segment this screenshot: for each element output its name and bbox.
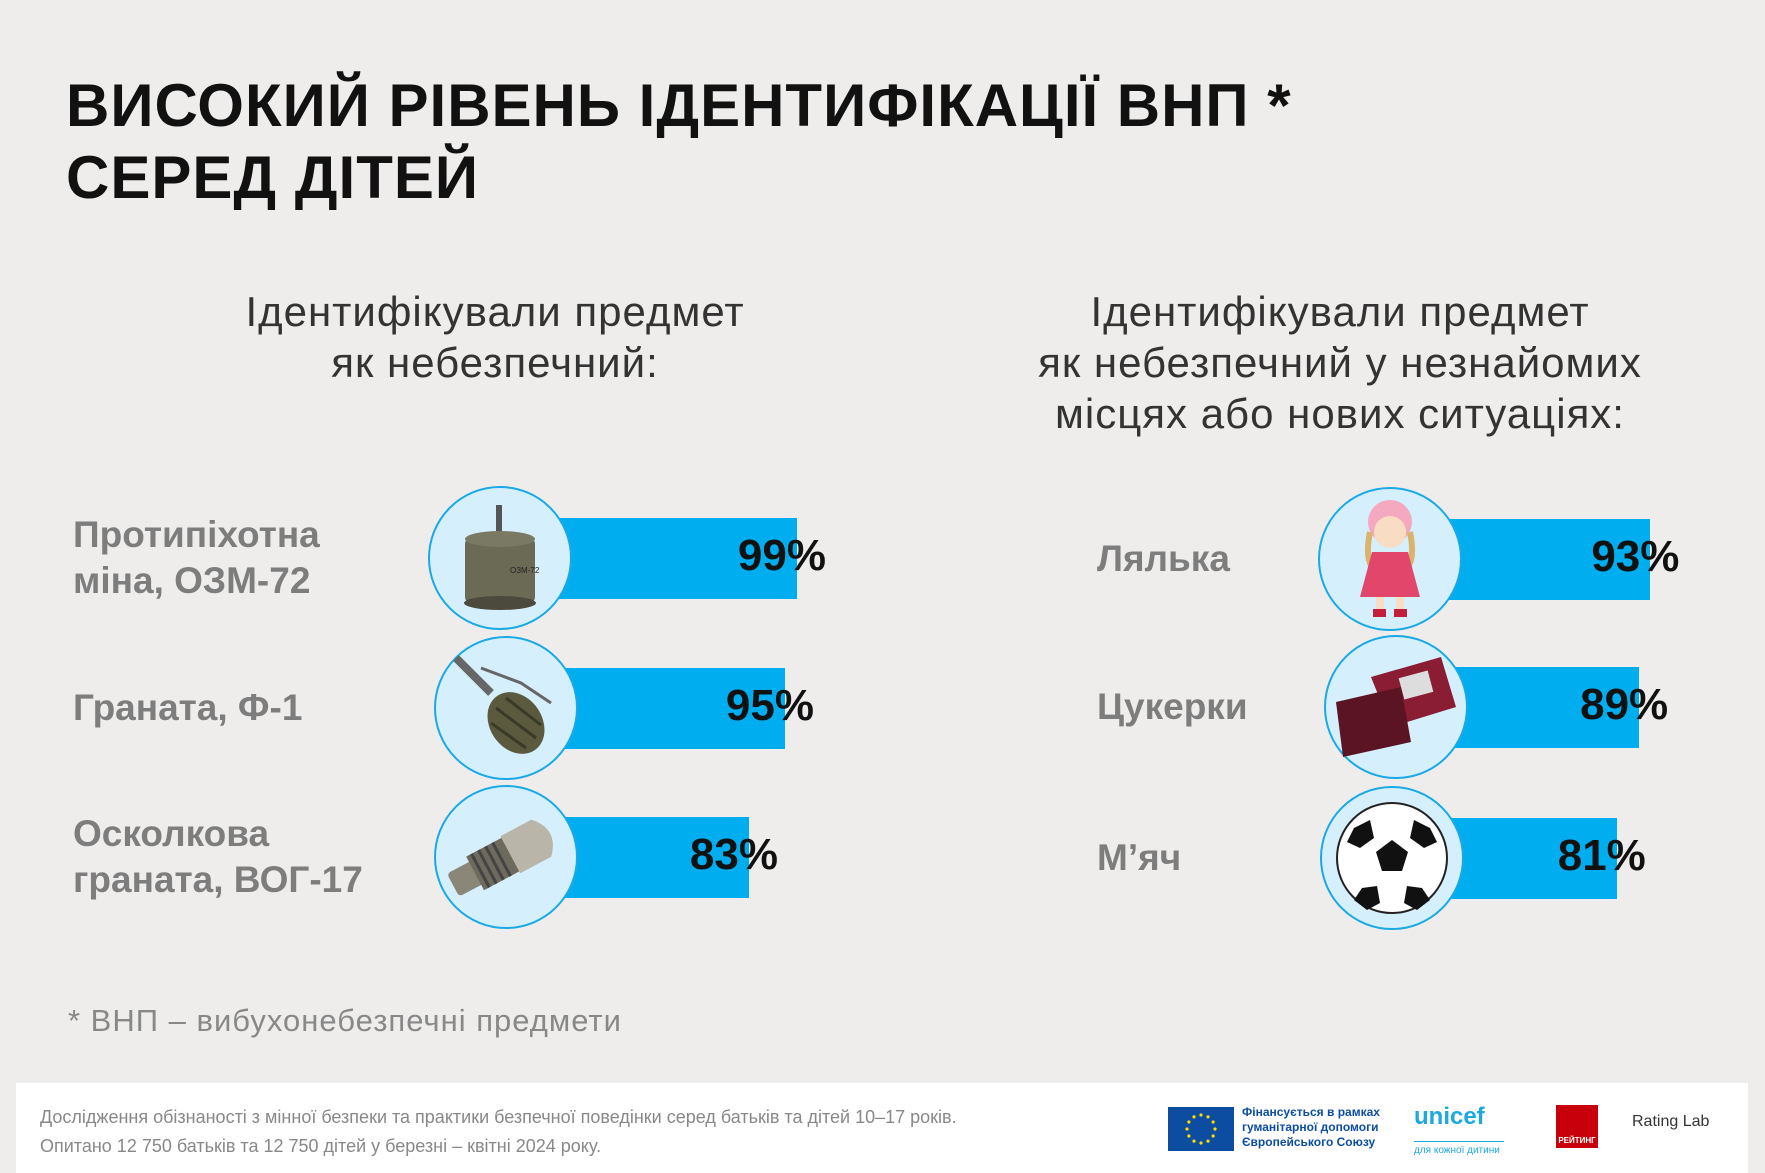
unicef-logo: unicef xyxy=(1414,1103,1485,1130)
label-line: міна, ОЗМ-72 xyxy=(73,560,311,601)
category-label: Протипіхотна міна, ОЗМ-72 xyxy=(73,512,320,604)
svg-text:ОЗМ-72: ОЗМ-72 xyxy=(510,566,540,575)
rating-lab-logo: Rating Lab xyxy=(1632,1113,1710,1130)
title-line: Ідентифікували предмет xyxy=(245,288,745,335)
soccer-ball-icon xyxy=(1320,786,1464,930)
landmine-icon: ОЗМ-72 xyxy=(428,486,572,630)
eu-funding-text: Фінансується в рамках гуманітарної допомо… xyxy=(1242,1105,1380,1150)
title-line: як небезпечний у незнайомих xyxy=(1038,339,1642,386)
eu-line: гуманітарної допомоги xyxy=(1242,1120,1379,1134)
label-line: Граната, Ф-1 xyxy=(73,687,303,728)
data-label: 89% xyxy=(1580,680,1669,729)
page-title: ВИСОКИЙ РІВЕНЬ ІДЕНТИФІКАЦІЇ ВНП * СЕРЕД … xyxy=(66,70,1292,214)
label-line: Цукерки xyxy=(1097,686,1248,727)
doll-icon xyxy=(1318,487,1462,631)
data-label: 99% xyxy=(737,531,826,580)
category-label: Граната, Ф-1 xyxy=(73,685,302,731)
category-label: Цукерки xyxy=(1097,684,1248,730)
category-label: Лялька xyxy=(1097,536,1230,582)
footer-line: Опитано 12 750 батьків та 12 750 дітей у… xyxy=(40,1136,602,1156)
rating-logo: РЕЙТИНГ xyxy=(1556,1105,1598,1148)
category-label: М’яч xyxy=(1097,835,1181,881)
eu-line: Фінансується в рамках xyxy=(1242,1105,1380,1119)
title-line: СЕРЕД ДІТЕЙ xyxy=(66,144,480,211)
eu-line: Європейського Союзу xyxy=(1242,1135,1376,1149)
label-line: Протипіхотна xyxy=(73,514,320,555)
footer-text: Дослідження обізнаності з мінної безпеки… xyxy=(40,1103,957,1161)
label-line: М’яч xyxy=(1097,837,1182,878)
footnote: * ВНП – вибухонебезпечні предмети xyxy=(68,1003,622,1038)
data-label: 83% xyxy=(689,830,778,879)
right-chart-title: Ідентифікували предмет як небезпечний у … xyxy=(960,286,1720,439)
left-chart-title: Ідентифікували предмет як небезпечний: xyxy=(195,286,795,388)
label-line: граната, ВОГ-17 xyxy=(73,859,363,900)
footer: Дослідження обізнаності з мінної безпеки… xyxy=(16,1083,1748,1173)
footer-line: Дослідження обізнаності з мінної безпеки… xyxy=(40,1107,957,1127)
unicef-tagline: для кожної дитини xyxy=(1414,1141,1504,1156)
title-line: як небезпечний: xyxy=(331,339,659,386)
title-line: Ідентифікували предмет xyxy=(1090,288,1590,335)
vog-grenade-icon xyxy=(434,785,578,929)
grenade-icon xyxy=(434,636,578,780)
label-line: Лялька xyxy=(1097,538,1230,579)
category-label: Осколкова граната, ВОГ-17 xyxy=(73,811,363,903)
title-line: місцях або нових ситуаціях: xyxy=(1055,390,1625,437)
data-label: 81% xyxy=(1557,831,1646,880)
data-label: 95% xyxy=(725,681,814,730)
title-line: ВИСОКИЙ РІВЕНЬ ІДЕНТИФІКАЦІЇ ВНП * xyxy=(66,72,1292,139)
label-line: Осколкова xyxy=(73,813,270,854)
eu-flag-icon xyxy=(1168,1107,1234,1151)
candy-box-icon xyxy=(1324,635,1468,779)
data-label: 93% xyxy=(1591,532,1680,581)
